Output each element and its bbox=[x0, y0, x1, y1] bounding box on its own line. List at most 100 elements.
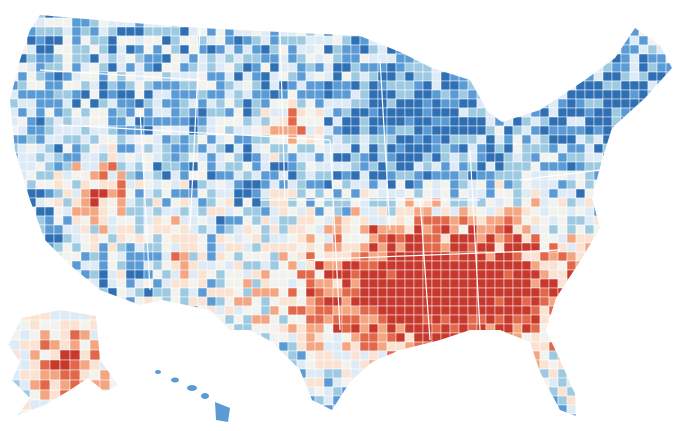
county bbox=[143, 404, 154, 415]
county bbox=[494, 260, 505, 271]
county bbox=[611, 125, 622, 136]
county bbox=[513, 0, 522, 9]
county bbox=[89, 287, 100, 298]
county bbox=[467, 44, 478, 55]
county bbox=[477, 0, 486, 9]
county bbox=[170, 125, 181, 136]
county bbox=[350, 314, 361, 325]
county bbox=[35, 197, 46, 208]
county bbox=[107, 242, 118, 253]
county bbox=[431, 107, 442, 118]
county bbox=[368, 377, 379, 388]
county bbox=[350, 35, 361, 46]
county bbox=[539, 368, 550, 379]
county bbox=[539, 350, 550, 361]
county bbox=[494, 80, 505, 91]
county bbox=[485, 413, 496, 416]
county bbox=[575, 341, 586, 352]
county bbox=[675, 288, 684, 297]
county bbox=[10, 359, 19, 370]
county bbox=[314, 368, 325, 379]
county bbox=[179, 35, 190, 46]
county bbox=[593, 89, 604, 100]
county bbox=[26, 161, 37, 172]
county bbox=[566, 161, 577, 172]
county bbox=[395, 224, 406, 235]
county bbox=[251, 215, 262, 226]
county bbox=[179, 215, 190, 226]
county bbox=[593, 170, 604, 181]
county bbox=[476, 35, 487, 46]
county bbox=[377, 332, 388, 343]
county bbox=[449, 62, 460, 73]
county bbox=[359, 305, 370, 316]
county bbox=[10, 242, 19, 253]
county bbox=[656, 53, 667, 64]
county bbox=[647, 197, 658, 208]
county bbox=[53, 251, 64, 262]
county bbox=[620, 116, 631, 127]
county bbox=[611, 386, 622, 397]
county bbox=[386, 26, 397, 37]
county bbox=[134, 188, 145, 199]
county bbox=[395, 62, 406, 73]
county bbox=[647, 98, 658, 109]
county bbox=[26, 296, 37, 307]
county bbox=[575, 314, 586, 325]
county bbox=[98, 134, 109, 145]
county bbox=[109, 319, 118, 331]
county bbox=[431, 305, 442, 316]
county bbox=[404, 386, 415, 397]
county bbox=[476, 323, 487, 334]
county bbox=[197, 404, 208, 415]
county bbox=[120, 300, 130, 310]
county bbox=[431, 134, 442, 145]
county bbox=[39, 310, 51, 311]
county bbox=[575, 125, 586, 136]
county bbox=[296, 341, 307, 352]
county bbox=[107, 89, 118, 100]
county bbox=[8, 329, 11, 341]
county bbox=[539, 53, 550, 64]
county bbox=[386, 71, 397, 82]
county bbox=[467, 386, 478, 397]
county bbox=[332, 53, 343, 64]
county bbox=[494, 44, 505, 55]
county bbox=[503, 17, 514, 28]
county bbox=[198, 0, 207, 9]
county bbox=[539, 269, 550, 280]
county bbox=[593, 368, 604, 379]
county bbox=[17, 89, 28, 100]
county bbox=[53, 233, 64, 244]
county bbox=[431, 332, 442, 343]
county bbox=[197, 15, 208, 19]
county bbox=[251, 125, 262, 136]
county bbox=[548, 323, 559, 334]
county bbox=[116, 80, 127, 91]
county bbox=[521, 341, 532, 352]
county bbox=[431, 404, 442, 415]
county bbox=[350, 188, 361, 199]
county bbox=[647, 26, 658, 37]
county bbox=[269, 242, 280, 253]
county bbox=[368, 89, 379, 100]
county bbox=[485, 359, 496, 370]
county bbox=[53, 197, 64, 208]
county bbox=[494, 53, 505, 64]
county bbox=[179, 134, 190, 145]
county bbox=[602, 35, 613, 46]
county bbox=[134, 26, 145, 37]
county bbox=[368, 296, 379, 307]
county bbox=[395, 323, 406, 334]
county bbox=[179, 53, 190, 64]
county bbox=[125, 404, 136, 415]
county bbox=[71, 26, 82, 37]
county bbox=[116, 116, 127, 127]
county bbox=[89, 26, 100, 37]
county bbox=[80, 134, 91, 145]
county bbox=[413, 53, 424, 64]
county bbox=[603, 0, 612, 9]
county bbox=[296, 188, 307, 199]
county bbox=[9, 359, 21, 371]
county bbox=[89, 15, 100, 19]
